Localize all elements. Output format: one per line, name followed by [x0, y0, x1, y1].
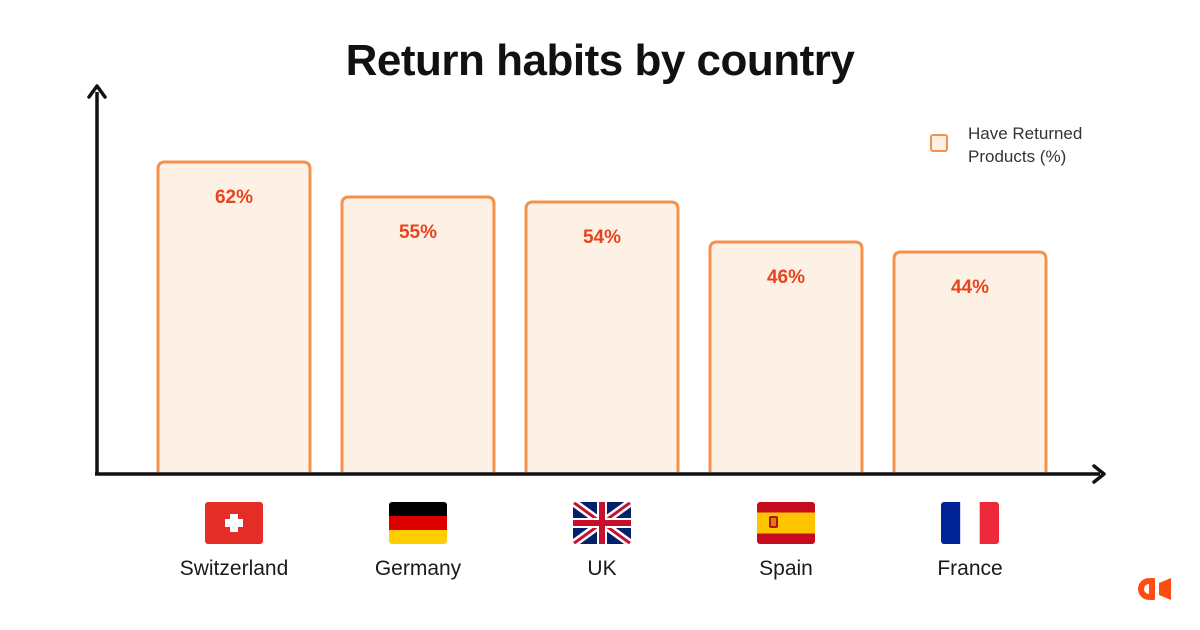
category-label: Spain: [759, 557, 813, 580]
category-label: UK: [587, 557, 616, 580]
bar-value-label: 54%: [583, 227, 621, 248]
axes: [87, 84, 1106, 484]
german-flag-icon: [389, 502, 447, 544]
category-labels: Switzerland Germany UK Spain France: [180, 557, 1003, 580]
category-label: Switzerland: [180, 557, 289, 580]
bar-switzerland: [156, 160, 312, 472]
x-axis-arrow: [1092, 464, 1106, 484]
brand-logo-icon: [1138, 578, 1171, 600]
bar-value-label: 46%: [767, 267, 805, 288]
swiss-flag-icon: [205, 502, 263, 544]
bar-germany: [340, 195, 496, 472]
y-axis-arrow: [87, 84, 107, 99]
spanish-flag-icon: [757, 502, 815, 544]
legend-label: Have Returned Products (%): [968, 124, 1083, 166]
french-flag-icon: [941, 502, 999, 544]
bar-spain: [708, 240, 864, 472]
legend: Have Returned Products (%): [930, 122, 1118, 168]
bars-group: 62% 55% 54% 46% 44%: [156, 160, 1048, 472]
bar-value-label: 44%: [951, 277, 989, 298]
category-label: Germany: [375, 557, 462, 580]
chart-title: Return habits by country: [345, 36, 855, 85]
category-label: France: [937, 557, 1002, 580]
bar-france: [892, 250, 1048, 472]
legend-swatch: [930, 134, 948, 152]
bar-value-label: 62%: [215, 187, 253, 208]
uk-flag-icon: [573, 502, 631, 544]
bar-value-label: 55%: [399, 222, 437, 243]
bar-uk: [524, 200, 680, 472]
